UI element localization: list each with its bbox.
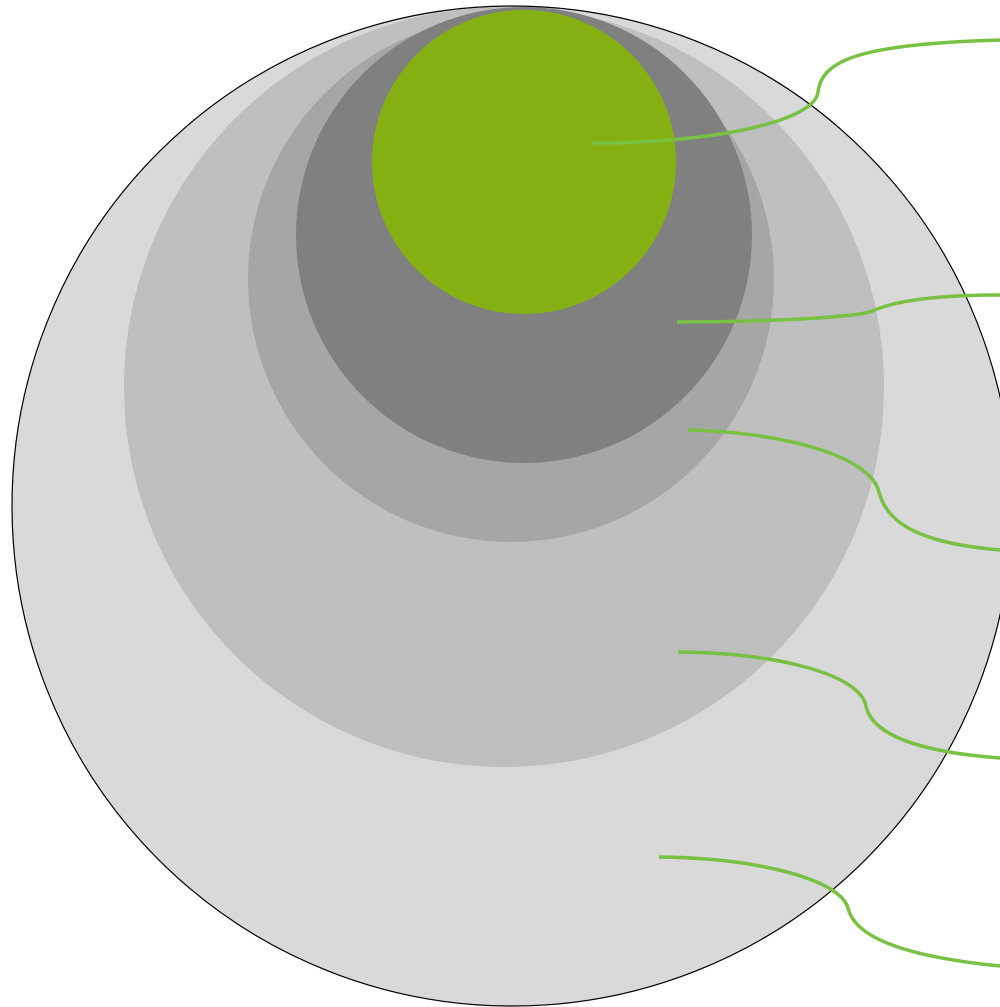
callout-line-layer-5-core xyxy=(591,38,1000,145)
callout-line-layer-3 xyxy=(687,428,1000,552)
callout-line-layer-4 xyxy=(676,293,1000,324)
layer-5-core-circle xyxy=(372,10,676,314)
callout-line-layer-1-outer xyxy=(658,855,1000,968)
callout-line-layer-2 xyxy=(677,650,1000,760)
